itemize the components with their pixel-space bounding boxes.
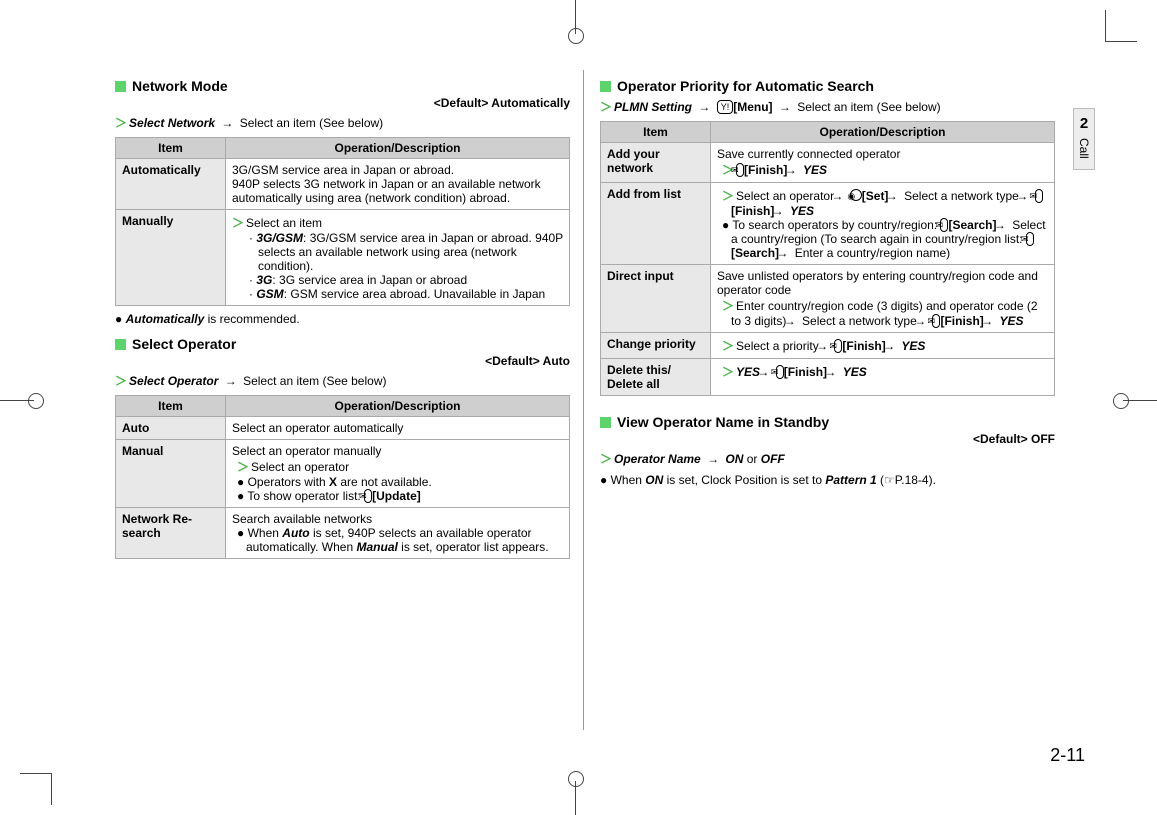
chevron-icon: ＞ [722,299,734,313]
table-row: Direct input Save unlisted operators by … [601,265,1055,333]
right-column: Operator Priority for Automatic Search ＞… [600,70,1055,559]
th-item: Item [116,396,226,417]
table-row: Change priority ＞Select a priority → ✉[F… [601,333,1055,359]
side-tab: 2 Call [1073,108,1095,170]
mail-key-icon: ✉ [1026,232,1034,246]
table-row: Add your network Save currently connecte… [601,143,1055,183]
chevron-icon: ＞ [115,116,127,130]
section-title: Select Operator [132,336,236,352]
chapter-label: Call [1077,138,1091,159]
section-select-operator: Select Operator [115,336,570,352]
chevron-icon: ＞ [115,374,127,388]
chapter-number: 2 [1074,115,1094,132]
mail-key-icon: ✉ [1035,189,1043,203]
arrow-icon: → [1003,218,1006,232]
page-number: 2-11 [1050,745,1085,766]
step-line: ＞Select Network → Select an item (See be… [115,114,570,131]
arrow-icon: → [892,339,895,353]
chevron-icon: ＞ [722,189,734,203]
default-indicator: <Default> OFF [600,432,1055,446]
step-line: ＞PLMN Setting → Y![Menu] → Select an ite… [600,98,1055,115]
mail-key-icon: ✉ [364,489,372,503]
arrow-icon: → [781,204,784,218]
section-title: Operator Priority for Automatic Search [617,78,874,94]
mail-key-icon: ✉ [736,163,744,177]
th-desc: Operation/Description [226,396,570,417]
arrow-icon: → [923,314,926,328]
section-marker-icon [115,81,126,92]
table-row: Network Re-search Search available netwo… [116,508,570,559]
arrow-icon: → [785,246,788,260]
section-network-mode: Network Mode [115,78,570,94]
note: When ON is set, Clock Position is set to… [600,473,1055,487]
step-line: ＞Operator Name → ON or OFF [600,450,1055,467]
section-title: Network Mode [132,78,228,94]
arrow-icon: → [895,189,898,203]
left-column: Network Mode <Default> Automatically ＞Se… [115,70,570,559]
section-marker-icon [600,417,611,428]
step-line: ＞Select Operator → Select an item (See b… [115,372,570,389]
default-indicator: <Default> Automatically [115,96,570,110]
center-key-icon: ◉ [850,189,862,201]
arrow-icon: → [825,339,828,353]
th-desc: Operation/Description [711,122,1055,143]
table-row: Auto Select an operator automatically [116,417,570,440]
table-row: Manual Select an operator manually ＞Sele… [116,440,570,508]
yahoo-key-icon: Y! [717,100,734,114]
note: Automatically is recommended. [115,312,570,326]
section-operator-priority: Operator Priority for Automatic Search [600,78,1055,94]
arrow-icon: → [840,189,843,203]
select-operator-table: Item Operation/Description Auto Select a… [115,395,570,559]
section-view-operator-name: View Operator Name in Standby [600,414,1055,430]
th-item: Item [601,122,711,143]
mail-key-icon: ✉ [776,365,784,379]
th-item: Item [116,138,226,159]
table-row: Automatically 3G/GSM service area in Jap… [116,159,570,210]
arrow-icon: → [766,365,769,379]
arrow-icon: → [779,100,791,114]
table-row: Manually ＞Select an item · 3G/GSM: 3G/GS… [116,210,570,306]
chevron-icon: ＞ [232,216,244,230]
arrow-icon: → [794,163,797,177]
arrow-icon: → [793,314,796,328]
default-indicator: <Default> Auto [115,354,570,368]
network-mode-table: Item Operation/Description Automatically… [115,137,570,306]
chevron-icon: ＞ [722,339,734,353]
section-marker-icon [600,81,611,92]
table-row: Delete this/ Delete all ＞YES → ✉[Finish]… [601,359,1055,396]
chevron-icon: ＞ [722,365,734,379]
chevron-icon: ＞ [237,460,249,474]
section-marker-icon [115,339,126,350]
plmn-table: Item Operation/Description Add your netw… [600,121,1055,396]
arrow-icon: → [833,365,836,379]
arrow-icon: → [707,452,719,466]
arrow-icon: → [225,374,237,388]
arrow-icon: → [221,116,233,130]
arrow-icon: → [698,100,710,114]
th-desc: Operation/Description [226,138,570,159]
arrow-icon: → [1025,189,1028,203]
chevron-icon: ＞ [600,452,612,466]
table-row: Add from list ＞Select an operator → ◉[Se… [601,183,1055,265]
chevron-icon: ＞ [600,100,612,114]
arrow-icon: → [990,314,993,328]
section-title: View Operator Name in Standby [617,414,829,430]
